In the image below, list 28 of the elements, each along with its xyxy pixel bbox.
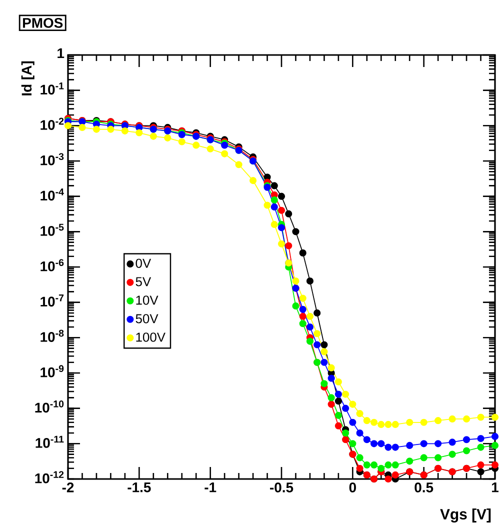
y-tick-label: 10$^{-6}$ <box>40 259 64 272</box>
x-tick-label: 0 <box>349 482 356 492</box>
y-tick-label: 10$^{-11}$ <box>36 436 64 448</box>
y-tick-label: 10$^{-1}$ <box>40 82 64 95</box>
legend-label: 50V <box>136 314 158 324</box>
legend-label: 100V <box>136 332 166 342</box>
y-tick-label: 10$^{-12}$ <box>35 471 64 484</box>
y-tick-label: 10$^{-2}$ <box>40 118 64 130</box>
y-tick-label: 10$^{-3}$ <box>40 153 64 166</box>
x-tick-label: 1 <box>492 482 498 492</box>
x-tick-label: 0.5 <box>414 482 434 492</box>
y-axis-title: Id [A] <box>21 61 34 96</box>
y-tick-label: 10$^{-10}$ <box>35 400 64 413</box>
x-tick-label: -1 <box>204 482 216 492</box>
y-tick-label: 10$^{-7}$ <box>40 294 64 307</box>
legend-label: 10V <box>136 296 158 305</box>
x-tick-label: -0.5 <box>270 482 294 492</box>
chart-title: PMOS <box>23 18 63 28</box>
y-tick-label: 10$^{-4}$ <box>40 188 64 201</box>
legend-label: 0V <box>136 258 152 268</box>
y-tick-label: 10$^{-9}$ <box>40 365 64 378</box>
x-axis-title: Vgs [V] <box>440 508 491 523</box>
y-tick-label: 1 <box>58 48 64 58</box>
y-tick-label: 10$^{-5}$ <box>40 224 64 236</box>
legend-label: 5V <box>136 277 152 286</box>
x-tick-label: -1.5 <box>128 482 151 492</box>
x-tick-label: -2 <box>62 482 74 492</box>
y-tick-label: 10$^{-8}$ <box>40 330 64 342</box>
